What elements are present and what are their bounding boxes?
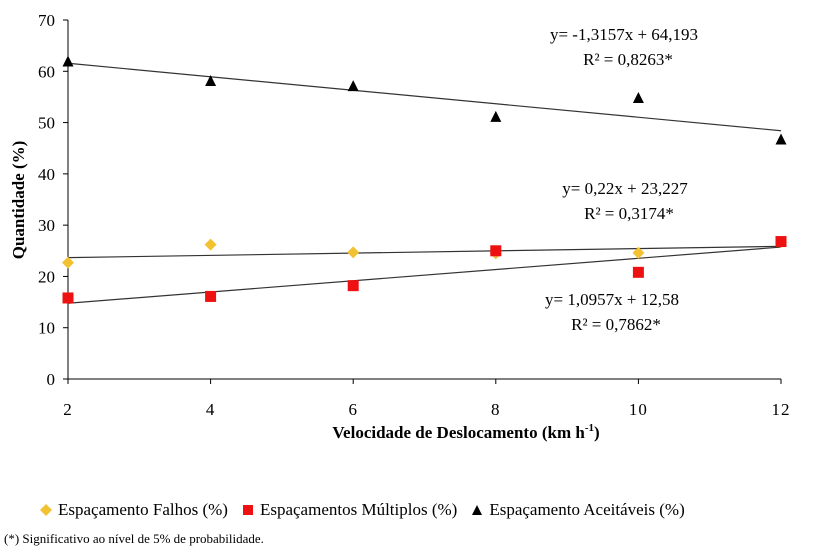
legend-item-aceitaveis: Espaçamento Aceitáveis (%) [471, 500, 685, 520]
triangle-point [62, 55, 74, 67]
triangle-point [775, 133, 787, 145]
x-axis-label-end: ) [594, 423, 600, 442]
legend-item-multiplos: Espaçamentos Múltiplos (%) [242, 500, 457, 520]
x-tick-label: 4 [206, 400, 216, 419]
x-axis-label: Velocidade de Deslocamento (km h-1) [332, 422, 599, 442]
diamond-point [347, 246, 360, 259]
trend-lines [67, 62, 782, 304]
diamond-point [632, 246, 645, 259]
y-tick-label: 50 [38, 114, 55, 133]
square-point [490, 245, 502, 257]
x-axis-label-main: Velocidade de Deslocamento (km h [332, 423, 585, 442]
triangle-point [632, 91, 644, 103]
y-tick-label: 0 [47, 370, 56, 389]
trend-equation: y= -1,3157x + 64,193 [550, 25, 698, 44]
legend-label-multiplos: Espaçamentos Múltiplos (%) [259, 500, 458, 519]
footnote: (*) Significativo ao nível de 5% de prob… [4, 531, 264, 546]
axes: 0 10 20 30 40 50 60 70 2 4 6 8 10 12 [38, 11, 791, 419]
trend-r-squared: R² = 0,3174* [584, 204, 674, 223]
trend-line [67, 245, 782, 259]
y-axis-label: Quantidade (%) [9, 141, 28, 260]
trend-line [67, 246, 782, 304]
square-point [205, 290, 217, 302]
square-icon [242, 505, 253, 515]
x-tick-label: 10 [629, 400, 648, 419]
chart: 0 10 20 30 40 50 60 70 2 4 6 8 10 12 y= 0,22x + 23,22… [9, 11, 791, 442]
y-tick-label: 30 [38, 216, 55, 235]
data-points [62, 55, 787, 304]
diamond-point [204, 238, 217, 251]
square-point [632, 266, 644, 278]
x-axis-label-sup: -1 [585, 422, 594, 434]
legend-label-falhos: Espaçamento Falhos (%) [58, 500, 228, 519]
trend-r-squared: R² = 0,7862* [571, 315, 661, 334]
trend-r-squared: R² = 0,8263* [583, 50, 673, 69]
legend-label-aceitaveis: Espaçamento Aceitáveis (%) [489, 500, 685, 519]
y-tick-label: 20 [38, 267, 55, 286]
diamond-point [62, 256, 74, 269]
y-tick-label: 40 [38, 165, 55, 184]
equation-labels: y= 0,22x + 23,227 R² = 0,3174* y= 1,0957x … [545, 25, 698, 334]
legend: Espaçamento Falhos (%) Espaçamentos Múlt… [40, 498, 810, 522]
x-tick-label: 6 [348, 400, 358, 419]
y-tick-label: 70 [38, 11, 55, 30]
square-point [62, 292, 74, 304]
trend-line [67, 62, 782, 132]
y-tick-label: 10 [38, 319, 55, 338]
triangle-point [490, 110, 502, 122]
trend-equation: y= 1,0957x + 12,58 [545, 290, 679, 309]
y-tick-label: 60 [38, 62, 55, 81]
legend-item-falhos: Espaçamento Falhos (%) [40, 500, 228, 520]
triangle-point [347, 80, 359, 92]
triangle-point [205, 75, 217, 87]
trend-equation: y= 0,22x + 23,227 [562, 179, 688, 198]
x-tick-label: 8 [491, 400, 501, 419]
diamond-icon [40, 504, 52, 516]
triangle-icon [472, 505, 483, 515]
x-tick-label: 2 [63, 400, 73, 419]
square-point [347, 280, 359, 292]
square-point [775, 236, 787, 248]
x-tick-label: 12 [772, 400, 791, 419]
